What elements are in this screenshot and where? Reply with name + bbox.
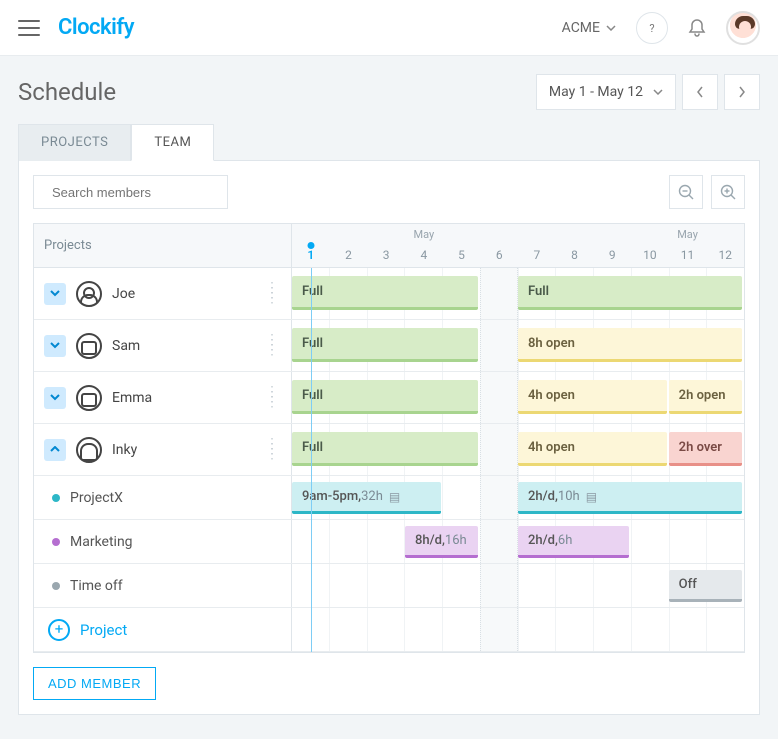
drag-handle[interactable]: ⋮⋮⋮ (265, 338, 281, 353)
prev-period-button[interactable] (682, 74, 718, 110)
schedule-bar[interactable]: 2h over (669, 432, 742, 466)
project-name: Marketing (70, 534, 133, 550)
schedule-bar[interactable]: 2h/d, 10h▤ (518, 482, 742, 514)
workspace-dropdown[interactable]: ACME (562, 20, 616, 36)
schedule-bar[interactable]: Full (292, 432, 478, 466)
schedule-bar[interactable]: Full (518, 276, 742, 310)
user-row: Emma ⋮⋮⋮ Full 4h open2h open (34, 372, 744, 424)
avatar[interactable] (726, 11, 760, 45)
zoom-out-button[interactable] (669, 175, 703, 209)
chevron-down-icon (653, 89, 663, 95)
page-title: Schedule (18, 78, 116, 106)
day-header: 11 (669, 224, 707, 267)
notifications-icon[interactable] (688, 18, 706, 38)
date-range-text: May 1 - May 12 (549, 84, 643, 100)
add-project-label: Project (80, 621, 127, 639)
user-icon (76, 333, 102, 359)
schedule-bar[interactable]: 4h open (518, 380, 667, 414)
project-dot (52, 538, 60, 546)
tabs: PROJECTS TEAM (18, 124, 760, 161)
svg-text:?: ? (649, 22, 654, 35)
project-name: ProjectX (70, 490, 123, 506)
schedule-bar[interactable]: Full (292, 328, 478, 362)
logo[interactable]: Clockify (58, 15, 134, 40)
grid-header-left: Projects (34, 224, 292, 267)
schedule-bar[interactable]: 4h open (518, 432, 667, 466)
user-icon (76, 385, 102, 411)
user-name: Inky (112, 442, 137, 458)
topbar: Clockify ACME ? (0, 0, 778, 56)
day-header: 1 (292, 224, 330, 267)
expand-toggle[interactable] (44, 387, 66, 409)
project-row: ProjectX 9am-5pm, 32h▤ 2h/d, 10h▤ (34, 476, 744, 520)
user-name: Emma (112, 390, 152, 406)
add-project-row: + Project (34, 608, 744, 652)
add-member-button[interactable]: ADD MEMBER (33, 667, 156, 700)
panel: Projects MayMay 123456789101112 Joe ⋮⋮⋮ … (18, 160, 760, 715)
drag-handle[interactable]: ⋮⋮⋮ (265, 286, 281, 301)
schedule-bar[interactable]: Off (669, 570, 742, 602)
user-name: Sam (112, 338, 140, 354)
schedule-bar[interactable]: 8h/d, 16h (405, 526, 478, 558)
drag-handle[interactable]: ⋮⋮⋮ (265, 390, 281, 405)
menu-icon[interactable] (18, 20, 40, 36)
expand-toggle[interactable] (44, 439, 66, 461)
schedule-bar[interactable]: Full (292, 380, 478, 414)
drag-handle[interactable]: ⋮⋮⋮ (265, 442, 281, 457)
add-project-button[interactable]: + Project (48, 619, 127, 641)
day-header: 8 (556, 224, 594, 267)
user-icon (76, 437, 102, 463)
day-header: 3 (367, 224, 405, 267)
schedule-grid: Projects MayMay 123456789101112 Joe ⋮⋮⋮ … (33, 223, 745, 653)
day-header: 6 (480, 224, 518, 267)
tab-projects[interactable]: PROJECTS (18, 124, 131, 161)
schedule-bar[interactable]: 8h open (518, 328, 742, 362)
user-row: Inky ⋮⋮⋮ Full 4h open2h over (34, 424, 744, 476)
project-row: Marketing 8h/d, 16h 2h/d, 6h (34, 520, 744, 564)
help-icon[interactable]: ? (636, 12, 668, 44)
user-row: Sam ⋮⋮⋮ Full 8h open (34, 320, 744, 372)
workspace-name: ACME (562, 20, 600, 36)
schedule-bar[interactable]: 9am-5pm, 32h▤ (292, 482, 441, 514)
days-header: MayMay 123456789101112 (292, 224, 744, 267)
note-icon: ▤ (586, 490, 597, 504)
zoom-in-button[interactable] (711, 175, 745, 209)
search-box[interactable] (33, 175, 228, 209)
user-row: Joe ⋮⋮⋮ Full Full (34, 268, 744, 320)
project-row: Time off Off (34, 564, 744, 608)
day-header: 7 (518, 224, 556, 267)
next-period-button[interactable] (724, 74, 760, 110)
date-range-picker[interactable]: May 1 - May 12 (536, 74, 676, 110)
expand-toggle[interactable] (44, 283, 66, 305)
user-icon (76, 281, 102, 307)
plus-icon: + (48, 619, 70, 641)
project-dot (52, 582, 60, 590)
note-icon: ▤ (389, 490, 400, 504)
day-header: 2 (330, 224, 368, 267)
project-dot (52, 494, 60, 502)
search-input[interactable] (52, 185, 228, 200)
day-header: 9 (593, 224, 631, 267)
user-name: Joe (112, 286, 135, 302)
project-name: Time off (70, 578, 123, 594)
tab-team[interactable]: TEAM (131, 124, 214, 161)
day-header: 5 (443, 224, 481, 267)
schedule-bar[interactable]: 2h/d, 6h (518, 526, 629, 558)
day-header: 4 (405, 224, 443, 267)
day-header: 10 (631, 224, 669, 267)
schedule-bar[interactable]: Full (292, 276, 478, 310)
day-header: 12 (706, 224, 744, 267)
schedule-bar[interactable]: 2h open (669, 380, 742, 414)
chevron-down-icon (606, 25, 616, 31)
expand-toggle[interactable] (44, 335, 66, 357)
